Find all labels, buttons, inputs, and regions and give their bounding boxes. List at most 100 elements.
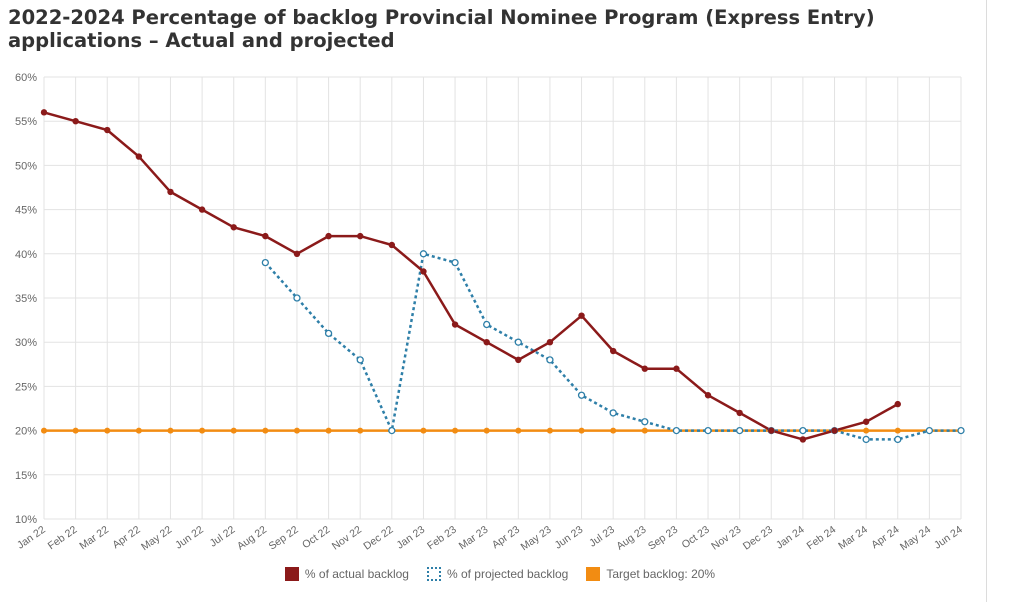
- actual-point[interactable]: [451, 321, 459, 328]
- projected-point[interactable]: [514, 338, 522, 346]
- actual-point[interactable]: [609, 347, 617, 355]
- target-point[interactable]: [894, 427, 901, 434]
- legend-item-projected[interactable]: % of projected backlog: [426, 567, 568, 581]
- actual-point[interactable]: [135, 153, 143, 160]
- target-point[interactable]: [610, 427, 617, 434]
- projected-point[interactable]: [894, 435, 902, 444]
- target-point[interactable]: [452, 427, 459, 434]
- projected-point[interactable]: [799, 426, 807, 435]
- y-tick-label: 10%: [15, 514, 37, 526]
- target-point[interactable]: [483, 427, 490, 434]
- projected-point[interactable]: [672, 426, 681, 435]
- actual-point[interactable]: [388, 241, 396, 249]
- actual-point[interactable]: [894, 400, 901, 408]
- actual-point[interactable]: [325, 232, 332, 240]
- actual-point[interactable]: [104, 126, 111, 134]
- actual-point[interactable]: [262, 232, 269, 240]
- x-tick-label: Aug 23: [614, 524, 648, 553]
- actual-point[interactable]: [357, 232, 364, 240]
- actual-point[interactable]: [230, 224, 237, 231]
- actual-point[interactable]: [293, 250, 301, 257]
- actual-point[interactable]: [799, 436, 807, 443]
- projected-point[interactable]: [356, 356, 364, 364]
- projected-point[interactable]: [388, 426, 396, 435]
- projected-point[interactable]: [736, 426, 744, 435]
- actual-point[interactable]: [862, 418, 870, 425]
- x-tick-label: Jun 22: [173, 524, 206, 552]
- actual-point[interactable]: [704, 392, 712, 399]
- target-point[interactable]: [578, 427, 585, 434]
- y-tick-label: 30%: [15, 337, 37, 349]
- projected-point[interactable]: [957, 426, 965, 435]
- target-point[interactable]: [104, 427, 111, 434]
- line-chart: 10% 15% 20% 25% 30% 35% 40% 45% 50% 55% 60% Jan 22…: [15, 72, 965, 554]
- projected-point[interactable]: [704, 426, 712, 435]
- projected-point[interactable]: [862, 435, 870, 444]
- x-tick-label: Jan 24: [774, 524, 807, 552]
- right-divider: [986, 0, 987, 602]
- target-point[interactable]: [199, 427, 206, 434]
- x-tick-label: Jul 22: [208, 524, 238, 550]
- projected-point[interactable]: [609, 409, 617, 417]
- x-tick-label: Jul 23: [587, 524, 617, 550]
- x-tick-label: Dec 23: [741, 524, 775, 553]
- x-tick-label: Jun 23: [553, 524, 586, 552]
- x-tick-label: Feb 22: [46, 524, 80, 553]
- projected-point[interactable]: [419, 250, 428, 258]
- x-tick-label: Jan 22: [15, 524, 48, 552]
- target-point[interactable]: [293, 427, 300, 434]
- y-tick-label: 55%: [15, 116, 37, 128]
- legend-label-actual: % of actual backlog: [304, 567, 409, 581]
- x-tick-label: Apr 22: [110, 524, 142, 552]
- projected-point[interactable]: [577, 391, 586, 399]
- actual-point[interactable]: [578, 312, 585, 319]
- target-point[interactable]: [515, 427, 522, 434]
- target-point[interactable]: [72, 427, 79, 434]
- actual-point[interactable]: [768, 427, 775, 434]
- actual-point[interactable]: [198, 206, 206, 213]
- projected-point[interactable]: [641, 418, 649, 426]
- projected-point[interactable]: [451, 258, 459, 267]
- actual-point[interactable]: [831, 427, 838, 434]
- target-point[interactable]: [546, 427, 553, 434]
- target-point[interactable]: [863, 427, 870, 434]
- y-tick-label: 35%: [15, 293, 37, 305]
- target-point[interactable]: [325, 427, 332, 434]
- actual-point[interactable]: [673, 365, 680, 372]
- actual-point[interactable]: [515, 356, 522, 364]
- actual-point[interactable]: [40, 109, 48, 116]
- legend-item-actual[interactable]: % of actual backlog: [284, 567, 409, 581]
- actual-point[interactable]: [546, 339, 554, 346]
- projected-point[interactable]: [293, 294, 301, 302]
- target-point[interactable]: [262, 427, 269, 434]
- legend-item-target[interactable]: Target backlog: 20%: [586, 567, 715, 581]
- target-point[interactable]: [420, 427, 427, 434]
- y-tick-label: 40%: [15, 249, 37, 261]
- actual-point[interactable]: [483, 339, 490, 346]
- projected-series-line: [264, 252, 961, 441]
- target-point[interactable]: [135, 427, 142, 434]
- projected-point[interactable]: [261, 258, 269, 267]
- actual-series-line: [43, 111, 899, 441]
- x-tick-label: Oct 22: [300, 524, 332, 552]
- actual-point[interactable]: [736, 409, 743, 417]
- actual-point[interactable]: [72, 118, 79, 125]
- x-tick-label: Oct 23: [680, 524, 712, 552]
- actual-point[interactable]: [420, 268, 427, 275]
- projected-point[interactable]: [925, 426, 934, 435]
- x-tick-label: May 22: [139, 524, 174, 554]
- legend-swatch-projected: [426, 567, 441, 581]
- target-point[interactable]: [167, 427, 174, 434]
- projected-point[interactable]: [483, 320, 491, 329]
- target-point[interactable]: [230, 427, 237, 434]
- target-point[interactable]: [641, 427, 648, 434]
- projected-point[interactable]: [324, 329, 333, 338]
- chart-legend: % of actual backlog % of projected backl…: [0, 567, 1000, 581]
- x-tick-label: Feb 23: [425, 524, 459, 553]
- actual-point[interactable]: [641, 365, 648, 372]
- y-tick-label: 60%: [15, 72, 37, 84]
- projected-point[interactable]: [546, 356, 554, 364]
- target-point[interactable]: [41, 427, 47, 434]
- target-point[interactable]: [357, 427, 364, 434]
- actual-point[interactable]: [167, 188, 174, 196]
